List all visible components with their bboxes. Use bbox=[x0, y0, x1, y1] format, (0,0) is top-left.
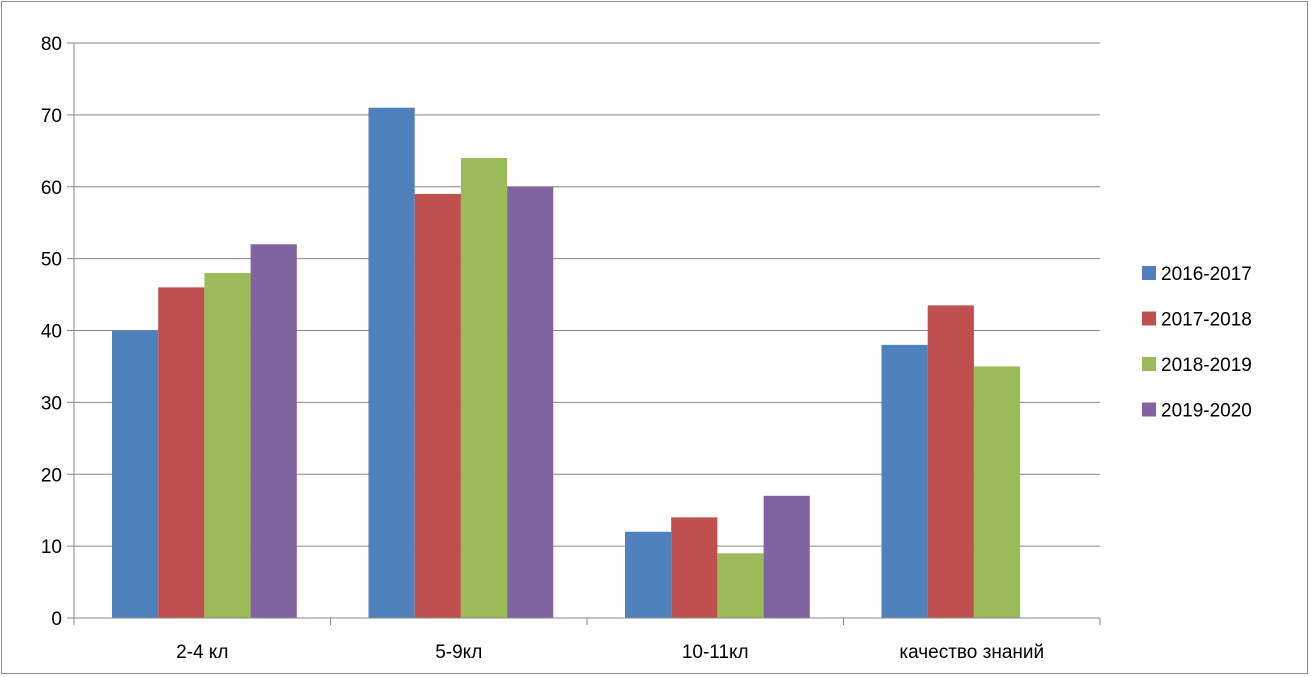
bar-2017-2018-2-4 кл bbox=[158, 287, 205, 618]
bar-2018-2019-2-4 кл bbox=[204, 273, 251, 618]
bars bbox=[112, 107, 1021, 618]
y-tick-label: 40 bbox=[41, 322, 62, 343]
bar-2016-2017-качество знаний bbox=[881, 344, 928, 618]
bar-2017-2018-качество знаний bbox=[927, 305, 974, 618]
legend-swatch bbox=[1142, 266, 1156, 280]
legend-label: 2019-2020 bbox=[1161, 401, 1252, 422]
bar-2018-2019-5-9кл bbox=[460, 158, 508, 618]
legend-swatch bbox=[1142, 402, 1156, 417]
x-category-label: 10-11кл bbox=[682, 642, 749, 663]
bar-2019-2020-10-11кл bbox=[763, 495, 810, 618]
bar-2018-2019-качество знаний bbox=[973, 366, 1021, 618]
legend-swatch bbox=[1142, 311, 1156, 326]
x-category-label: 2-4 кл bbox=[176, 642, 228, 663]
x-category-label: качество знаний bbox=[899, 642, 1044, 663]
bar-2016-2017-10-11кл bbox=[625, 531, 672, 618]
bar-2016-2017-2-4 кл bbox=[112, 330, 159, 618]
bar-2017-2018-5-9кл bbox=[414, 193, 461, 618]
bar-2019-2020-5-9кл bbox=[507, 186, 554, 618]
legend-label: 2016-2017 bbox=[1161, 264, 1252, 285]
legend: 2016-2017 2017-2018 2018-2019 2019-2020 bbox=[1142, 264, 1252, 422]
y-tick-label: 70 bbox=[41, 106, 62, 127]
x-category-label: 5-9кл bbox=[435, 642, 482, 663]
y-tick-label: 50 bbox=[41, 250, 62, 271]
bar-2016-2017-5-9кл bbox=[368, 107, 415, 618]
y-tick-label: 60 bbox=[41, 178, 62, 199]
legend-swatch bbox=[1142, 357, 1156, 371]
bar-2018-2019-10-11кл bbox=[717, 553, 764, 618]
y-tick-label: 20 bbox=[41, 465, 62, 486]
bar-2017-2018-10-11кл bbox=[671, 517, 718, 618]
bar-2019-2020-2-4 кл bbox=[250, 244, 297, 618]
y-tick-label: 10 bbox=[41, 537, 62, 558]
y-tick-label: 80 bbox=[41, 34, 62, 55]
y-tick-label: 30 bbox=[41, 393, 62, 414]
y-tick-label: 0 bbox=[51, 609, 62, 630]
axes: 0 10 20 30 40 50 60 70 80 2-4 кл 5-9кл 10-11кл качес… bbox=[41, 34, 1101, 663]
legend-label: 2018-2019 bbox=[1161, 355, 1252, 376]
legend-label: 2017-2018 bbox=[1161, 310, 1252, 331]
